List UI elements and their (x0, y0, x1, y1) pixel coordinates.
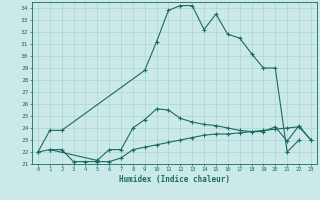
X-axis label: Humidex (Indice chaleur): Humidex (Indice chaleur) (119, 175, 230, 184)
